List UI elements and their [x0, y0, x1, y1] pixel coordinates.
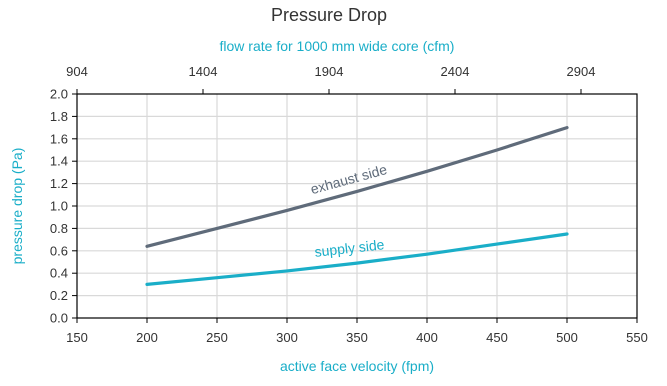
y-tick-label: 1.8 — [50, 109, 68, 124]
y-tick-label: 0.4 — [50, 266, 68, 281]
x-axis-label: active face velocity (fpm) — [280, 358, 434, 374]
y-tick-label: 1.4 — [50, 154, 68, 169]
secondary-x-axis-label: flow rate for 1000 mm wide core (cfm) — [220, 38, 455, 54]
x-tick-label: 450 — [486, 330, 508, 345]
y-tick-label: 0.8 — [50, 221, 68, 236]
secondary-x-tick-label: 2904 — [567, 64, 596, 79]
y-tick-label: 2.0 — [50, 87, 68, 102]
x-tick-label: 350 — [346, 330, 368, 345]
y-tick-label: 1.2 — [50, 176, 68, 191]
secondary-x-tick-label: 1404 — [189, 64, 218, 79]
secondary-x-tick-label: 2404 — [441, 64, 470, 79]
series-line — [145, 232, 569, 286]
series-line — [145, 126, 569, 248]
series-label-layer: exhaust side supply side — [309, 161, 389, 260]
secondary-x-tick-label: 904 — [66, 64, 88, 79]
x-tick-label: 250 — [206, 330, 228, 345]
x-tick-label: 500 — [556, 330, 578, 345]
x-tick-label: 300 — [276, 330, 298, 345]
grid — [77, 94, 637, 318]
series-label: exhaust side — [309, 161, 389, 197]
secondary-x-tick-label: 1904 — [315, 64, 344, 79]
tick-layer: 150 200 250 300 350 400 450 500 550 0.0 0.2 0.4 0.6 0… — [50, 64, 648, 345]
x-tick-label: 400 — [416, 330, 438, 345]
series-layer — [145, 126, 569, 286]
x-tick-label: 550 — [626, 330, 648, 345]
y-tick-label: 0.2 — [50, 288, 68, 303]
series-label: supply side — [314, 236, 386, 260]
y-tick-label: 0.6 — [50, 243, 68, 258]
x-tick-label: 200 — [136, 330, 158, 345]
x-tick-label: 150 — [66, 330, 88, 345]
y-tick-label: 0.0 — [50, 311, 68, 326]
chart-title: Pressure Drop — [271, 5, 387, 25]
y-tick-label: 1.0 — [50, 199, 68, 214]
y-tick-label: 1.6 — [50, 131, 68, 146]
y-axis-label: pressure drop (Pa) — [9, 148, 25, 265]
